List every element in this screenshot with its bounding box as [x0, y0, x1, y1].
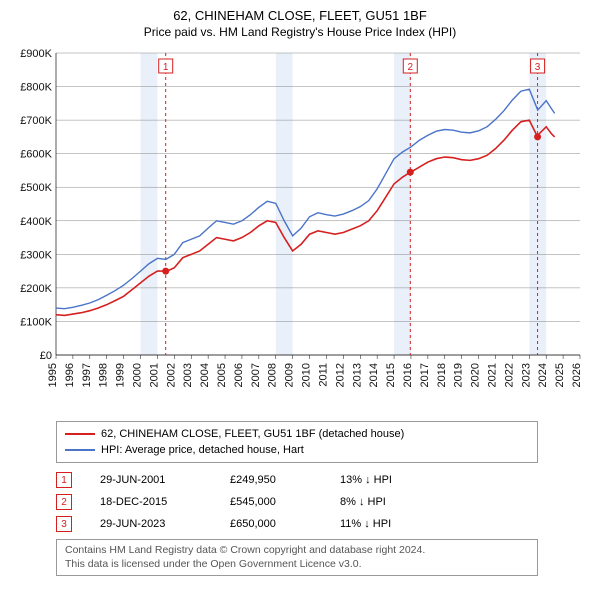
marker-price: £249,950 [230, 474, 340, 486]
svg-text:2017: 2017 [419, 363, 431, 387]
svg-text:2016: 2016 [402, 363, 414, 387]
svg-text:2019: 2019 [453, 363, 465, 387]
sale-markers-table: 1 29-JUN-2001£249,95013% ↓ HPI 2 18-DEC-201… [56, 469, 538, 535]
legend-label: HPI: Average price, detached house, Hart [101, 442, 304, 458]
svg-text:2005: 2005 [216, 363, 228, 387]
svg-text:2010: 2010 [301, 363, 313, 387]
svg-text:1: 1 [163, 62, 169, 73]
svg-text:1997: 1997 [81, 363, 93, 387]
marker-date: 18-DEC-2015 [100, 496, 230, 508]
svg-text:2014: 2014 [368, 363, 380, 387]
svg-text:£700K: £700K [20, 115, 52, 127]
svg-text:£300K: £300K [20, 249, 52, 261]
attribution-line: Contains HM Land Registry data © Crown c… [65, 544, 529, 558]
svg-text:1995: 1995 [47, 363, 59, 387]
svg-text:£0: £0 [40, 350, 52, 362]
marker-delta: 11% ↓ HPI [340, 518, 460, 530]
price-chart: £0 £100K £200K £300K £400K £500K £600K £700K £80… [10, 45, 590, 415]
svg-text:2008: 2008 [267, 363, 279, 387]
svg-text:2026: 2026 [571, 363, 583, 387]
attribution: Contains HM Land Registry data © Crown c… [56, 539, 538, 576]
legend-label: 62, CHINEHAM CLOSE, FLEET, GU51 1BF (det… [101, 426, 404, 442]
marker-delta: 13% ↓ HPI [340, 474, 460, 486]
svg-text:2013: 2013 [351, 363, 363, 387]
svg-text:£900K: £900K [20, 48, 52, 60]
marker-price: £545,000 [230, 496, 340, 508]
svg-text:2007: 2007 [250, 363, 262, 387]
svg-text:£400K: £400K [20, 216, 52, 228]
legend-item: 62, CHINEHAM CLOSE, FLEET, GU51 1BF (det… [65, 426, 529, 442]
svg-text:2004: 2004 [199, 363, 211, 387]
page-title: 62, CHINEHAM CLOSE, FLEET, GU51 1BF [10, 8, 590, 23]
svg-text:2006: 2006 [233, 363, 245, 387]
svg-text:2021: 2021 [486, 363, 498, 387]
svg-text:3: 3 [535, 62, 541, 73]
svg-text:2009: 2009 [284, 363, 296, 387]
svg-text:2001: 2001 [148, 363, 160, 387]
svg-text:2022: 2022 [503, 363, 515, 387]
marker-price: £650,000 [230, 518, 340, 530]
svg-text:2011: 2011 [317, 363, 329, 387]
svg-text:1996: 1996 [64, 363, 76, 387]
marker-badge: 2 [56, 494, 72, 510]
marker-badge: 3 [56, 516, 72, 532]
legend-swatch [65, 433, 95, 435]
svg-text:2018: 2018 [436, 363, 448, 387]
svg-text:2024: 2024 [537, 363, 549, 387]
svg-text:£800K: £800K [20, 82, 52, 94]
svg-text:1999: 1999 [115, 363, 127, 387]
svg-text:1998: 1998 [98, 363, 110, 387]
marker-date: 29-JUN-2023 [100, 518, 230, 530]
legend-swatch [65, 449, 95, 451]
svg-text:2023: 2023 [520, 363, 532, 387]
legend-item: HPI: Average price, detached house, Hart [65, 442, 529, 458]
page-subtitle: Price paid vs. HM Land Registry's House … [10, 25, 590, 39]
svg-text:2002: 2002 [165, 363, 177, 387]
svg-text:2020: 2020 [470, 363, 482, 387]
svg-text:2025: 2025 [554, 363, 566, 387]
marker-row: 3 29-JUN-2023£650,00011% ↓ HPI [56, 513, 538, 535]
marker-row: 1 29-JUN-2001£249,95013% ↓ HPI [56, 469, 538, 491]
legend: 62, CHINEHAM CLOSE, FLEET, GU51 1BF (det… [56, 421, 538, 463]
svg-text:2015: 2015 [385, 363, 397, 387]
svg-text:£600K: £600K [20, 149, 52, 161]
svg-text:£100K: £100K [20, 316, 52, 328]
attribution-line: This data is licensed under the Open Gov… [65, 558, 529, 572]
marker-date: 29-JUN-2001 [100, 474, 230, 486]
svg-text:2: 2 [408, 62, 414, 73]
svg-text:£200K: £200K [20, 283, 52, 295]
svg-text:£500K: £500K [20, 182, 52, 194]
marker-badge: 1 [56, 472, 72, 488]
svg-text:2003: 2003 [182, 363, 194, 387]
marker-delta: 8% ↓ HPI [340, 496, 460, 508]
svg-text:2012: 2012 [334, 363, 346, 387]
svg-text:2000: 2000 [132, 363, 144, 387]
marker-row: 2 18-DEC-2015£545,0008% ↓ HPI [56, 491, 538, 513]
